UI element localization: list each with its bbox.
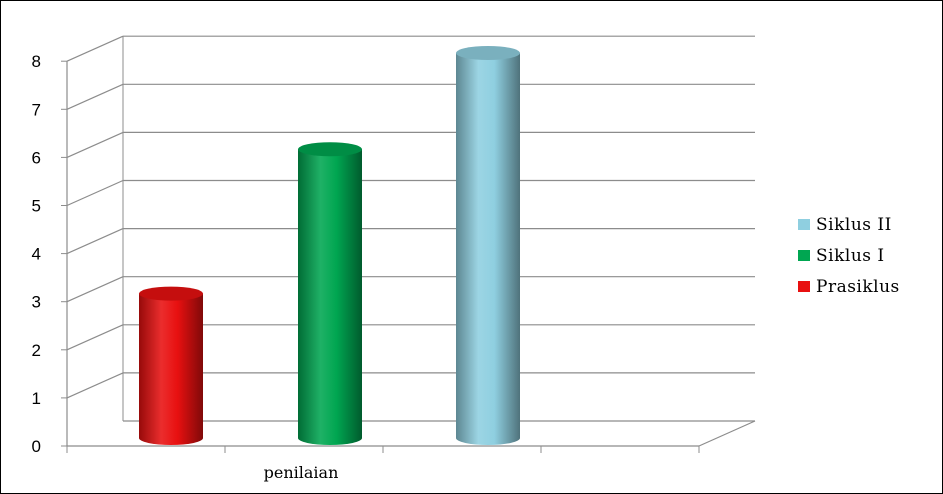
y-tick-label: 5 — [32, 197, 41, 216]
legend-swatch — [798, 250, 810, 261]
y-tick-label: 1 — [32, 389, 41, 408]
bar-body — [456, 53, 520, 445]
legend-label: Prasiklus — [816, 276, 900, 297]
gridlines — [66, 35, 755, 399]
gridline-side — [66, 35, 124, 62]
y-tick-label: 0 — [32, 437, 41, 456]
x-category-label: penilaian — [264, 463, 339, 482]
bar-body — [298, 149, 362, 445]
bar-siklus-i — [298, 142, 362, 445]
legend-item: Siklus II — [798, 209, 900, 240]
bar-top — [456, 46, 520, 60]
gridline-side — [66, 131, 124, 158]
bars — [139, 46, 520, 445]
axes — [61, 60, 756, 453]
y-tick-label: 8 — [32, 52, 41, 71]
legend-label: Siklus I — [816, 245, 885, 266]
bar-siklus-ii — [456, 46, 520, 445]
legend-swatch — [798, 281, 810, 292]
legend: Siklus II Siklus I Prasiklus — [798, 209, 900, 302]
y-tick-label: 2 — [32, 341, 41, 360]
gridline-side — [66, 228, 124, 255]
legend-label: Siklus II — [816, 214, 892, 235]
gridline-side — [66, 372, 124, 399]
y-tick-label: 3 — [32, 293, 41, 312]
bar-body — [139, 293, 203, 445]
gridline-side — [66, 324, 124, 351]
y-tick-labels: 0 1 2 3 4 5 6 7 8 — [32, 52, 41, 456]
gridline-side — [66, 179, 124, 207]
y-tick-label: 4 — [32, 245, 41, 264]
legend-swatch — [798, 219, 810, 230]
bar-top — [139, 286, 203, 301]
gridline-side — [66, 83, 124, 110]
y-tick-label: 7 — [32, 100, 41, 119]
legend-item: Prasiklus — [798, 271, 900, 302]
gridline-side — [66, 276, 124, 303]
legend-item: Siklus I — [798, 240, 900, 271]
bar-prasiklus — [139, 286, 203, 445]
y-tick-label: 6 — [32, 148, 41, 167]
bar-top — [298, 142, 362, 157]
floor-right-edge — [698, 420, 756, 447]
x-category-labels: penilaian — [264, 463, 339, 482]
